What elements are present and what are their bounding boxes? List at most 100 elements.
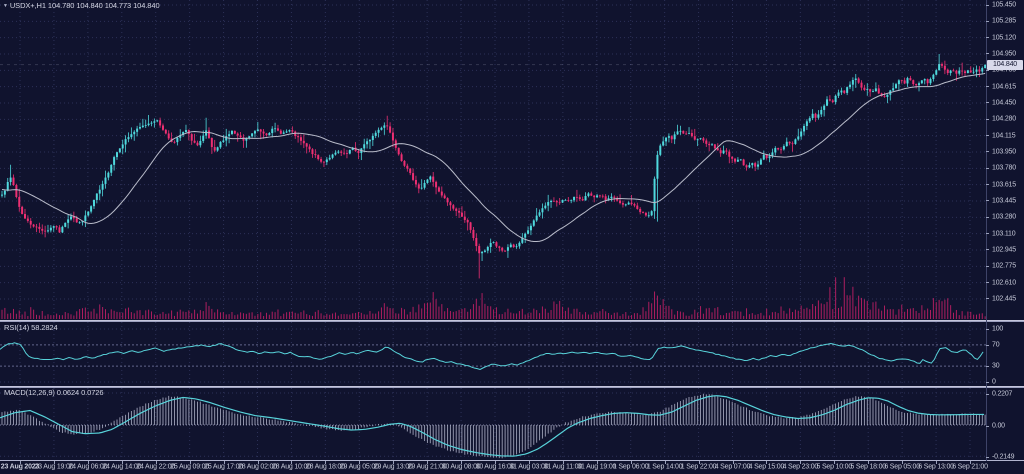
price-axis-label: 104.450: [992, 99, 1016, 107]
price-axis[interactable]: 105.450 105.285 105.120 104.950 104.785 104.6…: [986, 0, 1024, 461]
time-axis-label: 25 Aug 09:00: [170, 463, 210, 471]
price-axis-label: 103.780: [992, 164, 1016, 172]
chart-title-text: USDX+,H1 104.780 104.840 104.773 104.840: [9, 1, 160, 10]
price-axis-label: 103.445: [992, 197, 1016, 205]
time-axis-tick: [970, 461, 971, 464]
price-axis-tick: [986, 265, 989, 267]
time-axis-tick: [325, 461, 327, 464]
current-price-label: 104.840: [987, 60, 1023, 70]
time-axis-tick: [800, 461, 802, 464]
price-axis-label: 104.280: [992, 115, 1016, 123]
price-axis-label: 105.120: [992, 34, 1016, 42]
rsi-axis-tick: [986, 328, 989, 330]
time-axis-tick: [630, 461, 632, 464]
time-axis-label: 28 Aug 02:00: [238, 463, 277, 471]
rsi-axis-tick: [986, 344, 989, 346]
price-axis-tick: [986, 37, 989, 39]
macd-axis-label: 0.2207: [992, 390, 1013, 398]
time-axis-tick: [87, 461, 89, 464]
price-axis-label: 102.445: [992, 295, 1016, 303]
time-axis-tick: [766, 461, 768, 464]
time-axis-tick: [427, 461, 429, 464]
time-axis-tick: [20, 461, 21, 464]
time-axis-tick: [834, 461, 836, 464]
rsi-axis-label: 30: [992, 362, 1000, 370]
macd-panel-chart[interactable]: [0, 388, 1024, 460]
time-axis-tick: [461, 461, 463, 464]
time-axis-label: 6 Sep 05:00: [884, 463, 920, 471]
price-axis-label: 103.110: [992, 230, 1016, 238]
macd-axis-tick: [986, 456, 989, 458]
rsi-panel-chart[interactable]: [0, 322, 1024, 386]
price-axis-tick: [986, 184, 989, 186]
rsi-axis-label: 0: [992, 378, 996, 386]
time-axis-tick: [698, 461, 700, 464]
price-axis-tick: [986, 282, 989, 284]
time-axis-label: 29 Aug 05:00: [339, 463, 379, 471]
price-axis-tick: [986, 167, 989, 169]
time-axis-tick: [257, 461, 259, 464]
time-axis-tick: [359, 461, 361, 464]
time-axis-label: 5 Sep 10:00: [816, 463, 853, 471]
time-axis-label: 31 Aug 11:00: [543, 463, 583, 471]
price-axis-tick: [986, 118, 989, 120]
time-axis-label: 1 Sep 22:00: [680, 463, 717, 471]
time-axis-tick: [664, 461, 666, 464]
time-axis-label: 25 Aug 17:00: [204, 463, 243, 471]
time-axis-tick: [291, 461, 293, 464]
rsi-axis-tick: [986, 381, 989, 383]
price-axis-label: 105.450: [992, 1, 1016, 9]
time-axis-label: 29 Aug 13:00: [373, 463, 413, 471]
price-axis-tick: [986, 216, 989, 218]
price-axis-tick: [986, 200, 989, 202]
main-chart[interactable]: [0, 0, 1024, 321]
time-axis-label: 30 Aug 08:00: [441, 463, 481, 471]
price-axis-label: 105.285: [992, 17, 1016, 25]
time-axis-label: 30 Aug 16:00: [475, 463, 515, 471]
price-axis-tick: [986, 102, 989, 104]
time-axis-tick: [53, 461, 55, 464]
price-axis-tick: [986, 151, 989, 153]
rsi-axis-label: 70: [992, 341, 1000, 349]
time-axis-tick: [393, 461, 395, 464]
title-marker-icon: ▼: [3, 3, 8, 9]
panel-separator[interactable]: [0, 320, 1024, 322]
rsi-axis-label: 100: [992, 325, 1004, 333]
time-axis-label: 6 Sep 21:00: [952, 463, 988, 471]
price-axis-border: [986, 0, 987, 461]
time-axis-label: 28 Aug 18:00: [305, 463, 345, 471]
time-axis-label: 5 Sep 18:00: [850, 463, 886, 471]
time-axis-tick: [596, 461, 598, 464]
time-axis-tick: [936, 461, 938, 464]
macd-axis-tick: [986, 393, 989, 395]
time-axis-tick: [223, 461, 225, 464]
price-axis-label: 104.615: [992, 83, 1016, 91]
price-axis-label: 104.115: [992, 132, 1016, 140]
panel-separator: [0, 460, 1024, 461]
time-axis-label: 24 Aug 06:00: [68, 463, 108, 471]
price-axis-label: 103.950: [992, 148, 1016, 156]
time-axis-label: 23 Aug 19:00: [34, 463, 74, 471]
time-axis-tick: [121, 461, 123, 464]
time-axis-label: 23 Aug 2023: [0, 463, 40, 471]
price-axis-label: 103.280: [992, 213, 1016, 221]
time-axis-label: 31 Aug 19:00: [577, 463, 617, 471]
time-axis-tick: [868, 461, 870, 464]
time-axis-label: 29 Aug 21:00: [407, 463, 447, 471]
time-axis-tick: [562, 461, 564, 464]
price-axis-tick: [986, 249, 989, 251]
price-axis-tick: [986, 86, 989, 88]
panel-separator[interactable]: [0, 386, 1024, 388]
time-axis-label: 1 Sep 14:00: [646, 463, 683, 471]
time-axis-label: 4 Sep 15:00: [748, 463, 785, 471]
time-axis[interactable]: 23 Aug 2023 23 Aug 19:00 24 Aug 06:00 24 Au…: [0, 461, 1024, 474]
price-axis-tick: [986, 20, 989, 22]
price-axis-label: 102.945: [992, 246, 1016, 254]
price-axis-label: 102.775: [992, 262, 1016, 270]
time-axis-tick: [189, 461, 191, 464]
macd-axis-label: 0.00: [992, 422, 1005, 430]
rsi-axis-tick: [986, 365, 989, 367]
price-axis-tick: [986, 135, 989, 137]
price-axis-label: 102.610: [992, 279, 1016, 287]
